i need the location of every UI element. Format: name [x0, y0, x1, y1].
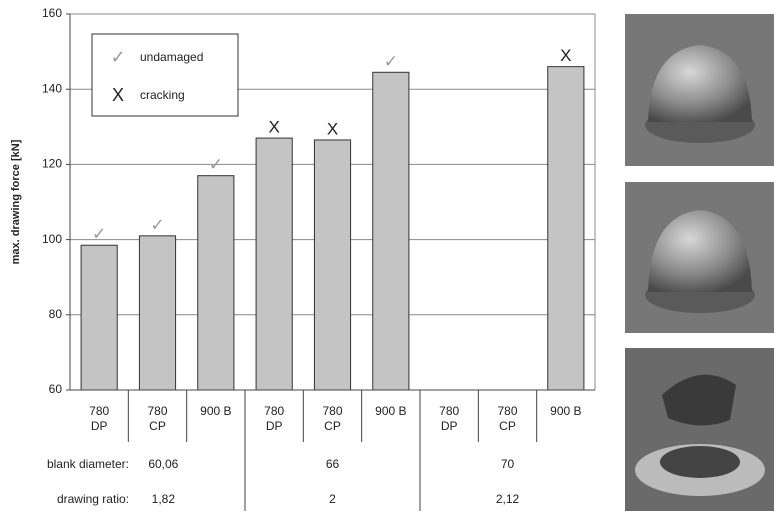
y-tick-label: 160 — [42, 6, 62, 20]
y-tick-label: 100 — [42, 232, 62, 246]
status-marker: X — [268, 118, 279, 137]
y-tick-label: 80 — [49, 307, 63, 321]
bar — [81, 245, 117, 390]
legend-label: undamaged — [140, 50, 203, 64]
legend-label: cracking — [140, 88, 185, 102]
group-value: 2 — [329, 492, 336, 506]
group-value: 70 — [501, 457, 515, 471]
x-tick-label: CP — [324, 419, 341, 433]
legend-symbol: ✓ — [110, 47, 125, 67]
x-tick-label: DP — [266, 419, 283, 433]
bar — [373, 72, 409, 390]
x-tick-label: 780 — [89, 404, 109, 418]
photos — [625, 14, 774, 511]
x-tick-label: 780 — [439, 404, 459, 418]
photo-shape — [660, 446, 740, 478]
y-axis-label: max. drawing force [kN] — [10, 139, 22, 264]
x-tick-label: 780 — [264, 404, 284, 418]
bar — [139, 236, 175, 390]
x-tick-label: 900 B — [200, 404, 231, 418]
status-marker: ✓ — [150, 215, 164, 234]
x-tick-label: DP — [91, 419, 108, 433]
group-value: 60,06 — [148, 457, 178, 471]
x-tick-label: 780 — [147, 404, 167, 418]
chart: max. drawing force [kN] 60 80 100 120 140 160… — [0, 0, 774, 511]
legend-symbol: X — [112, 85, 124, 105]
status-marker: X — [560, 46, 571, 65]
x-tick-label: 780 — [497, 404, 517, 418]
group-value: 1,82 — [152, 492, 176, 506]
status-marker: ✓ — [92, 225, 106, 244]
y-tick-label: 60 — [49, 382, 63, 396]
y-tick-label: 120 — [42, 157, 62, 171]
row-label: drawing ratio: — [57, 492, 129, 506]
x-tick-label: 900 B — [375, 404, 406, 418]
status-marker: ✓ — [384, 52, 398, 71]
y-tick-label: 140 — [42, 81, 62, 95]
group-value: 2,12 — [496, 492, 520, 506]
x-tick-label: CP — [499, 419, 516, 433]
group-value: 66 — [326, 457, 340, 471]
bar — [548, 67, 584, 390]
x-tick-label: 780 — [322, 404, 342, 418]
row-label: blank diameter: — [47, 457, 129, 471]
bar — [314, 140, 350, 390]
status-marker: X — [327, 119, 338, 138]
x-tick-label: CP — [149, 419, 166, 433]
bar — [256, 138, 292, 390]
x-tick-label: 900 B — [550, 404, 581, 418]
status-marker: ✓ — [209, 155, 223, 174]
x-tick-label: DP — [441, 419, 458, 433]
bar — [198, 176, 234, 390]
